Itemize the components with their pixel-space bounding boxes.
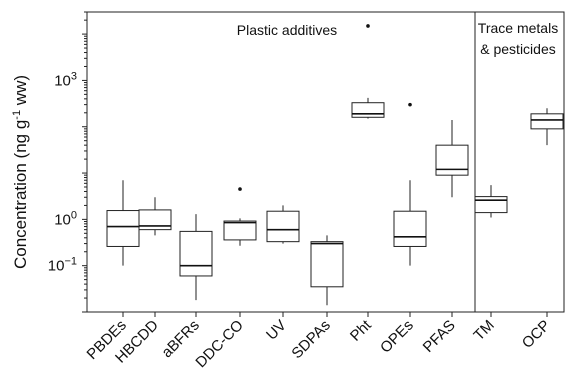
- x-tick-label-opes: OPEs: [377, 317, 417, 357]
- box-abfrs: [179, 214, 213, 301]
- plot-area: [86, 11, 565, 313]
- box-uv: [266, 205, 300, 244]
- box-ddc-co: [223, 187, 257, 246]
- x-tick-label-sdpas: SDPAs: [288, 317, 333, 362]
- y-tick-exponent: −1: [64, 256, 77, 268]
- plot-frame: [86, 11, 565, 313]
- y-tick-exponent: 0: [71, 209, 77, 221]
- iqr-box: [310, 241, 344, 288]
- y-tick-label: 100: [54, 209, 77, 228]
- iqr-box: [530, 113, 564, 130]
- y-tick-label: 103: [54, 70, 77, 89]
- x-tick-label-pht: Pht: [347, 316, 376, 345]
- y-tick-label: 10−1: [48, 256, 77, 275]
- section-labels: Plastic additives Trace metals & pesticide…: [237, 20, 558, 57]
- box-tm: [474, 185, 508, 218]
- iqr-box: [393, 210, 427, 247]
- section-label-plastic-additives: Plastic additives: [237, 22, 337, 38]
- iqr-box: [106, 210, 140, 247]
- section-label-trace-metals-line2: & pesticides: [480, 41, 555, 57]
- box-hbcdd: [138, 197, 172, 236]
- section-label-trace-metals-line1: Trace metals: [478, 20, 558, 36]
- x-tick-label-pfas: PFAS: [420, 317, 459, 356]
- x-tick-label-ocp: OCP: [519, 317, 554, 352]
- x-tick-label-ddc-co: DDC-CO: [192, 317, 246, 371]
- iqr-box: [474, 196, 508, 214]
- outlier-point: [238, 187, 242, 191]
- iqr-box: [266, 210, 300, 243]
- box-sdpas: [310, 235, 344, 306]
- iqr-box: [138, 209, 172, 231]
- iqr-box: [351, 102, 385, 118]
- box-opes: [393, 102, 427, 266]
- y-tick-exponent: 3: [71, 70, 77, 82]
- box-series: [106, 24, 564, 306]
- y-axis-label: Concentration (ng g-1 ww): [11, 75, 30, 269]
- y-tick-base: 10: [54, 72, 71, 89]
- outlier-point: [366, 24, 370, 28]
- y-tick-base: 10: [48, 258, 65, 275]
- iqr-box: [223, 220, 257, 241]
- iqr-box: [179, 230, 213, 277]
- x-tick-label-tm: TM: [470, 317, 497, 344]
- iqr-box: [435, 144, 469, 176]
- box-ocp: [530, 108, 564, 146]
- box-pfas: [435, 119, 469, 198]
- y-axis-label-group: Concentration (ng g-1 ww): [11, 75, 30, 269]
- x-tick-label-uv: UV: [263, 317, 290, 344]
- outlier-point: [408, 102, 412, 107]
- y-tick-base: 10: [54, 211, 71, 228]
- box-pbdes: [106, 180, 140, 266]
- box-pht: [351, 24, 385, 119]
